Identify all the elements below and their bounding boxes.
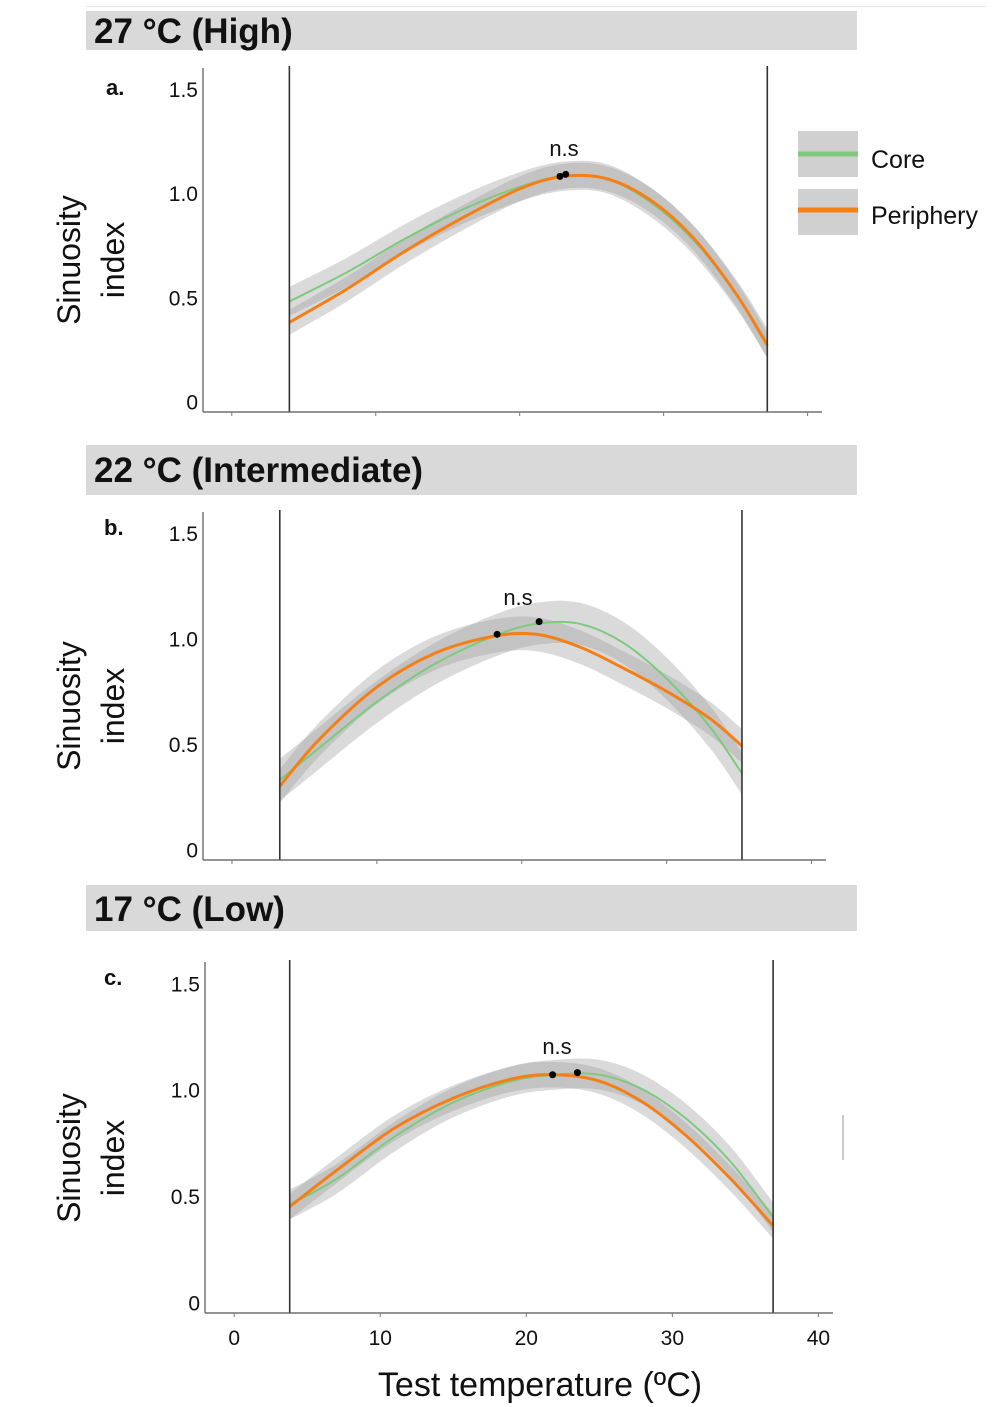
panel-b-line-core: [279, 620, 743, 781]
panel-b-y-tick-label: 0: [186, 839, 198, 862]
legend-periphery-label: Periphery: [871, 202, 978, 230]
panel-a-y-tick-label: 0.5: [169, 287, 198, 310]
panel-b-boundary-lines: [278, 510, 743, 860]
panel-b-y-tick-label: 1.0: [169, 629, 198, 652]
panel-a-chart: 0 0.5 1.0 1.5 a. n.s Sinuosity index: [51, 66, 822, 416]
panel-a-peak-point-1: [556, 172, 564, 180]
panel-c-peak-point-2: [573, 1069, 581, 1077]
panel-b-band-periphery: [279, 616, 742, 804]
panel-a-ylabel-line2: index: [95, 222, 131, 299]
panel-c-band-periphery: [289, 1061, 774, 1239]
panel-a-y-tick-label: 1.0: [169, 183, 198, 206]
panel-b-confidence-bands: [279, 600, 742, 804]
panel-c-banner: 17 °C (Low): [86, 885, 857, 931]
panel-b-chart: 0 0.5 1.0 1.5 b. n.s Sinuosity index: [51, 510, 826, 864]
panel-c-band-core: [289, 1058, 774, 1233]
panel-a-y-tick-label: 0: [186, 392, 198, 415]
panel-a-peak-point-2: [562, 170, 570, 178]
panel-a-banner-text: 27 °C (High): [94, 12, 293, 51]
panel-c-peak-points: [549, 1069, 581, 1079]
panel-c-annotation: n.s: [542, 1034, 571, 1059]
panel-a-band-core: [289, 160, 768, 358]
x-axis-label: Test temperature (ºC): [378, 1366, 702, 1404]
panel-c-chart: 0 0.5 1.0 1.5 0 10 20 30 40 c. n.s Sinuosity ind…: [51, 960, 833, 1404]
panel-a-annotation: n.s: [549, 136, 578, 161]
panel-c-x-tick-label: 0: [228, 1327, 240, 1350]
panel-c-banner-text: 17 °C (Low): [94, 890, 285, 929]
panel-b-peak-point-1: [493, 630, 501, 638]
panel-a-y-tick-label: 1.5: [169, 79, 198, 102]
panel-c-ylabel-line2: index: [95, 1120, 131, 1197]
panel-c-line-periphery: [288, 1073, 775, 1227]
panel-a-axes: 0 0.5 1.0 1.5: [169, 68, 822, 416]
panel-b-banner: 22 °C (Intermediate): [86, 445, 857, 495]
panel-b-peak-point-2: [535, 618, 543, 626]
top-divider: [86, 6, 986, 7]
panel-c-letter: c.: [104, 965, 122, 990]
panel-a-ylabel-line1: Sinuosity: [51, 195, 87, 325]
panel-c-confidence-bands: [289, 1058, 774, 1239]
panel-c-x-tick-label: 10: [369, 1327, 392, 1350]
panel-b-band-core: [279, 600, 742, 801]
panel-c-y-tick-label: 1.5: [171, 973, 200, 996]
panel-a-confidence-bands: [289, 160, 768, 358]
panel-c-x-tick-label: 40: [807, 1327, 830, 1350]
panel-b-annotation: n.s: [503, 585, 532, 610]
panel-b-y-tick-label: 1.5: [169, 523, 198, 546]
legend-core-label: Core: [871, 146, 925, 174]
panel-a-letter: a.: [106, 75, 124, 100]
panel-b-ylabel-line1: Sinuosity: [51, 641, 87, 771]
panel-b-series-lines: [278, 620, 743, 788]
panel-c-x-tick-label: 20: [515, 1327, 538, 1350]
panel-b-y-tick-label: 0.5: [169, 734, 198, 757]
panel-b-ylabel-line2: index: [95, 668, 131, 745]
panel-c-y-tick-label: 1.0: [171, 1080, 200, 1103]
panel-a-peak-points: [556, 170, 570, 180]
panel-a-banner: 27 °C (High): [86, 11, 857, 51]
panel-c-ylabel-line1: Sinuosity: [51, 1093, 87, 1223]
legend: Core Periphery: [798, 131, 978, 235]
panel-b-axes: 0 0.5 1.0 1.5: [169, 512, 826, 864]
panel-c-series-lines: [288, 1072, 775, 1227]
panel-b-line-periphery: [278, 631, 743, 788]
panel-b-letter: b.: [104, 515, 124, 540]
panel-a-band-periphery: [289, 162, 768, 358]
panel-c-boundary-lines: [288, 960, 774, 1313]
panel-c-axes: 0 0.5 1.0 1.5 0 10 20 30 40: [171, 962, 833, 1350]
panel-c-y-tick-label: 0: [188, 1292, 200, 1315]
panel-c-x-tick-label: 30: [661, 1327, 684, 1350]
panel-a-boundary-lines: [288, 66, 769, 412]
panel-b-peak-points: [493, 618, 543, 638]
panel-c-y-tick-label: 0.5: [171, 1186, 200, 1209]
panel-b-banner-text: 22 °C (Intermediate): [94, 451, 424, 490]
panel-c-peak-point-1: [549, 1071, 557, 1079]
